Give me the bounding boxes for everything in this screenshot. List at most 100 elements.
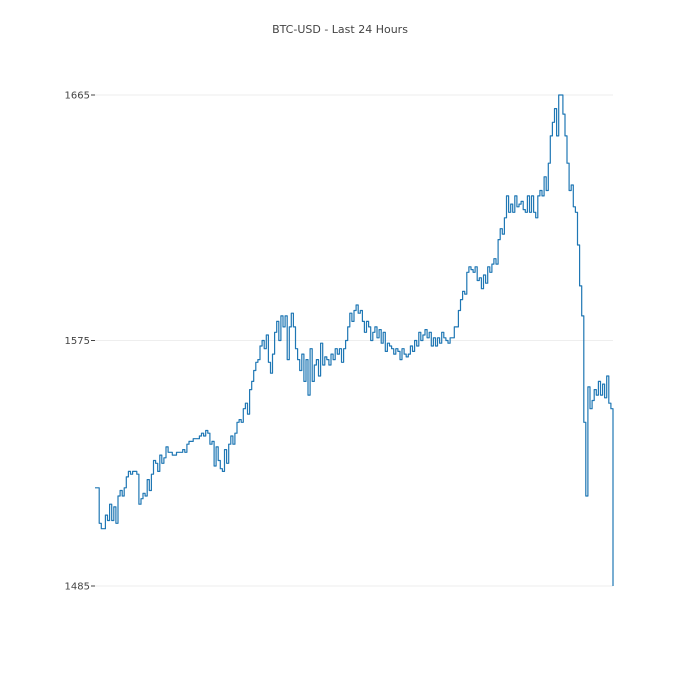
data-point [222,471,223,472]
data-point [126,476,127,477]
data-point [366,321,367,322]
data-point [508,212,509,213]
data-point [569,190,570,191]
data-point [393,354,394,355]
data-point [460,299,461,300]
data-point [295,348,296,349]
data-point [176,452,177,453]
data-point [566,163,567,164]
series-layer [95,94,614,586]
data-point [341,362,342,363]
data-point [399,359,400,360]
data-point [328,364,329,365]
data-point [439,343,440,344]
data-point [138,504,139,505]
data-point [523,209,524,210]
data-point [527,195,528,196]
data-point [124,487,125,488]
data-point [443,337,444,338]
data-point [188,441,189,442]
data-point [205,430,206,431]
data-point [608,403,609,404]
data-point [142,493,143,494]
data-point [228,444,229,445]
data-point [468,266,469,267]
data-point [197,438,198,439]
data-point [604,397,605,398]
data-point [414,340,415,341]
data-point [485,283,486,284]
data-point [385,351,386,352]
data-point [140,498,141,499]
data-point [310,348,311,349]
data-point [282,326,283,327]
data-point [157,471,158,472]
data-point [464,294,465,295]
data-point [249,389,250,390]
data-point [391,348,392,349]
data-point [462,291,463,292]
data-point [107,520,108,521]
data-point [418,332,419,333]
data-point [598,381,599,382]
data-point [395,348,396,349]
data-point [445,340,446,341]
data-point [316,359,317,360]
data-point [376,337,377,338]
data-point [610,408,611,409]
data-point [516,206,517,207]
data-point [278,340,279,341]
data-point [404,354,405,355]
data-point [251,381,252,382]
data-point [345,340,346,341]
data-point [500,228,501,229]
data-point [351,321,352,322]
data-point [307,395,308,396]
data-point [347,326,348,327]
data-point [562,114,563,115]
data-point [397,351,398,352]
data-point [159,455,160,456]
data-point [195,438,196,439]
data-point [207,433,208,434]
data-point [201,433,202,434]
data-point [270,373,271,374]
data-point [163,457,164,458]
data-point [473,272,474,273]
data-point [174,455,175,456]
data-point [120,490,121,491]
data-point [575,212,576,213]
data-point [408,354,409,355]
data-point [587,386,588,387]
y-tick-label: 1575 [65,336,90,347]
data-point [491,264,492,265]
data-point [155,463,156,464]
data-point [546,190,547,191]
data-point [191,441,192,442]
data-point [531,195,532,196]
data-point [592,400,593,401]
data-point [360,310,361,311]
data-point [326,359,327,360]
data-point [165,446,166,447]
data-point [521,201,522,202]
data-point [297,359,298,360]
data-point [168,452,169,453]
data-point [353,310,354,311]
data-point [99,523,100,524]
data-point [178,452,179,453]
y-axis: 1485 1575 1665 [65,91,95,593]
data-point [224,449,225,450]
data-point [427,337,428,338]
data-point [589,408,590,409]
data-point [447,343,448,344]
data-point [216,446,217,447]
data-point [280,315,281,316]
data-point [387,343,388,344]
data-point [226,463,227,464]
data-point [97,487,98,488]
data-point [255,362,256,363]
data-point [512,212,513,213]
data-point [253,370,254,371]
data-point [433,337,434,338]
